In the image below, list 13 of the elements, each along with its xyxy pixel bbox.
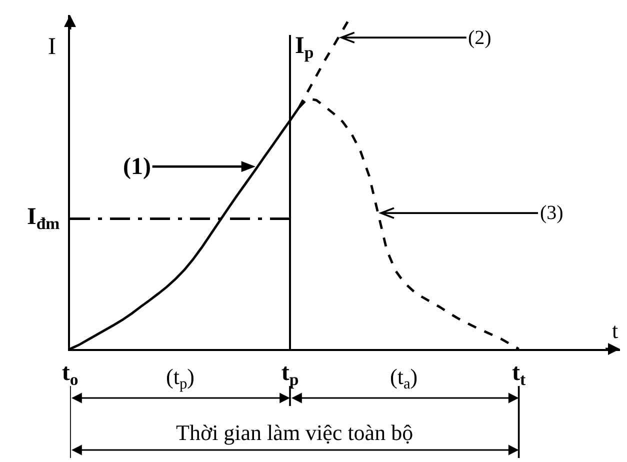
x-tick-label: t$_{t}$: [512, 360, 526, 390]
text: (t$_{a}$): [390, 364, 418, 393]
y-axis-title: I: [48, 34, 56, 60]
ref-line-label: I$_{p}$: [295, 33, 314, 62]
legend-label: (1): [123, 154, 151, 180]
text: (t$_{p}$): [166, 364, 194, 393]
text: (2): [468, 27, 492, 49]
text: (3): [540, 202, 564, 224]
x-axis-title: t: [612, 318, 618, 343]
ref-line-label: I$_{đm}$: [27, 204, 60, 234]
x-tick-label: t$_{p}$: [281, 360, 299, 390]
text: Thời gian làm việc toàn bộ: [176, 420, 414, 445]
x-tick-label: t$_{o}$: [62, 360, 78, 390]
